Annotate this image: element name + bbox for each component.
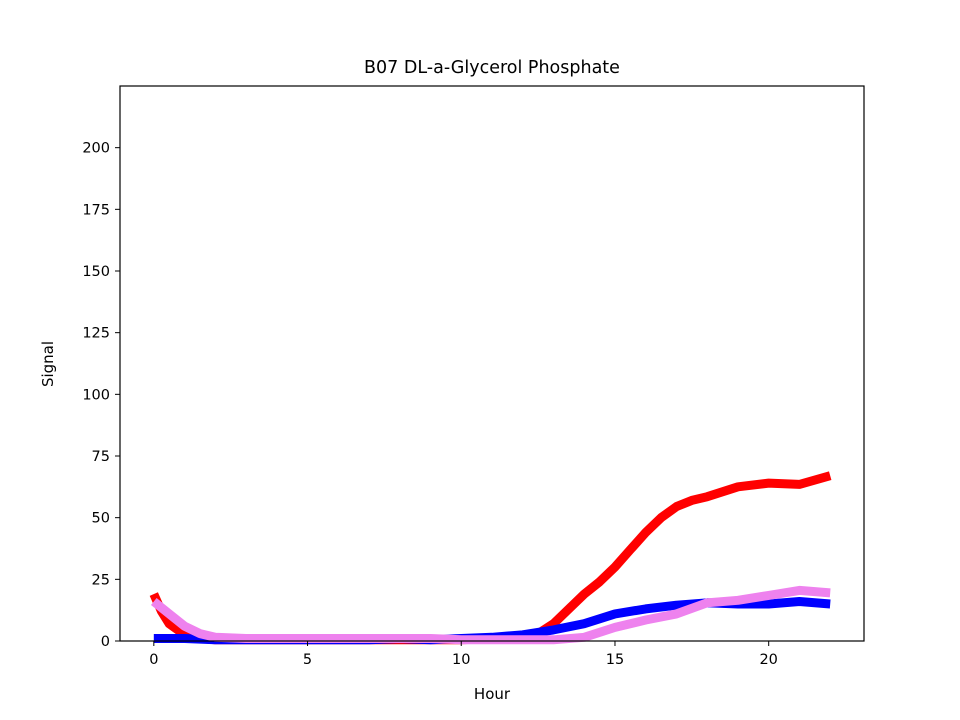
y-tick-label: 150 [82,264,110,280]
series-line-1 [149,471,832,645]
x-tick-label: 0 [149,652,158,668]
plot-frame [119,85,865,642]
x-tick-label: 20 [759,652,777,668]
y-tick-label: 100 [82,387,110,403]
y-tick-label: 200 [82,141,110,157]
chart-title: B07 DL-a-Glycerol Phosphate [364,58,620,78]
plot-lines [149,471,832,645]
x-tick-label: 15 [606,652,624,668]
series-line-3 [150,585,831,645]
y-tick-label: 75 [92,449,110,465]
x-axis-ticks: 0 5 10 15 20 [149,641,778,668]
x-tick-label: 10 [452,652,470,668]
y-tick-label: 50 [92,511,110,527]
y-axis-label: Signal [39,341,57,387]
y-tick-label: 125 [82,326,110,342]
x-tick-label: 5 [303,652,312,668]
y-tick-label: 0 [101,634,110,650]
y-axis-ticks: 0 25 50 75 100 125 150 175 200 [82,141,120,650]
y-tick-label: 175 [82,202,110,218]
y-tick-label: 25 [92,572,110,588]
x-axis-label: Hour [474,685,511,703]
